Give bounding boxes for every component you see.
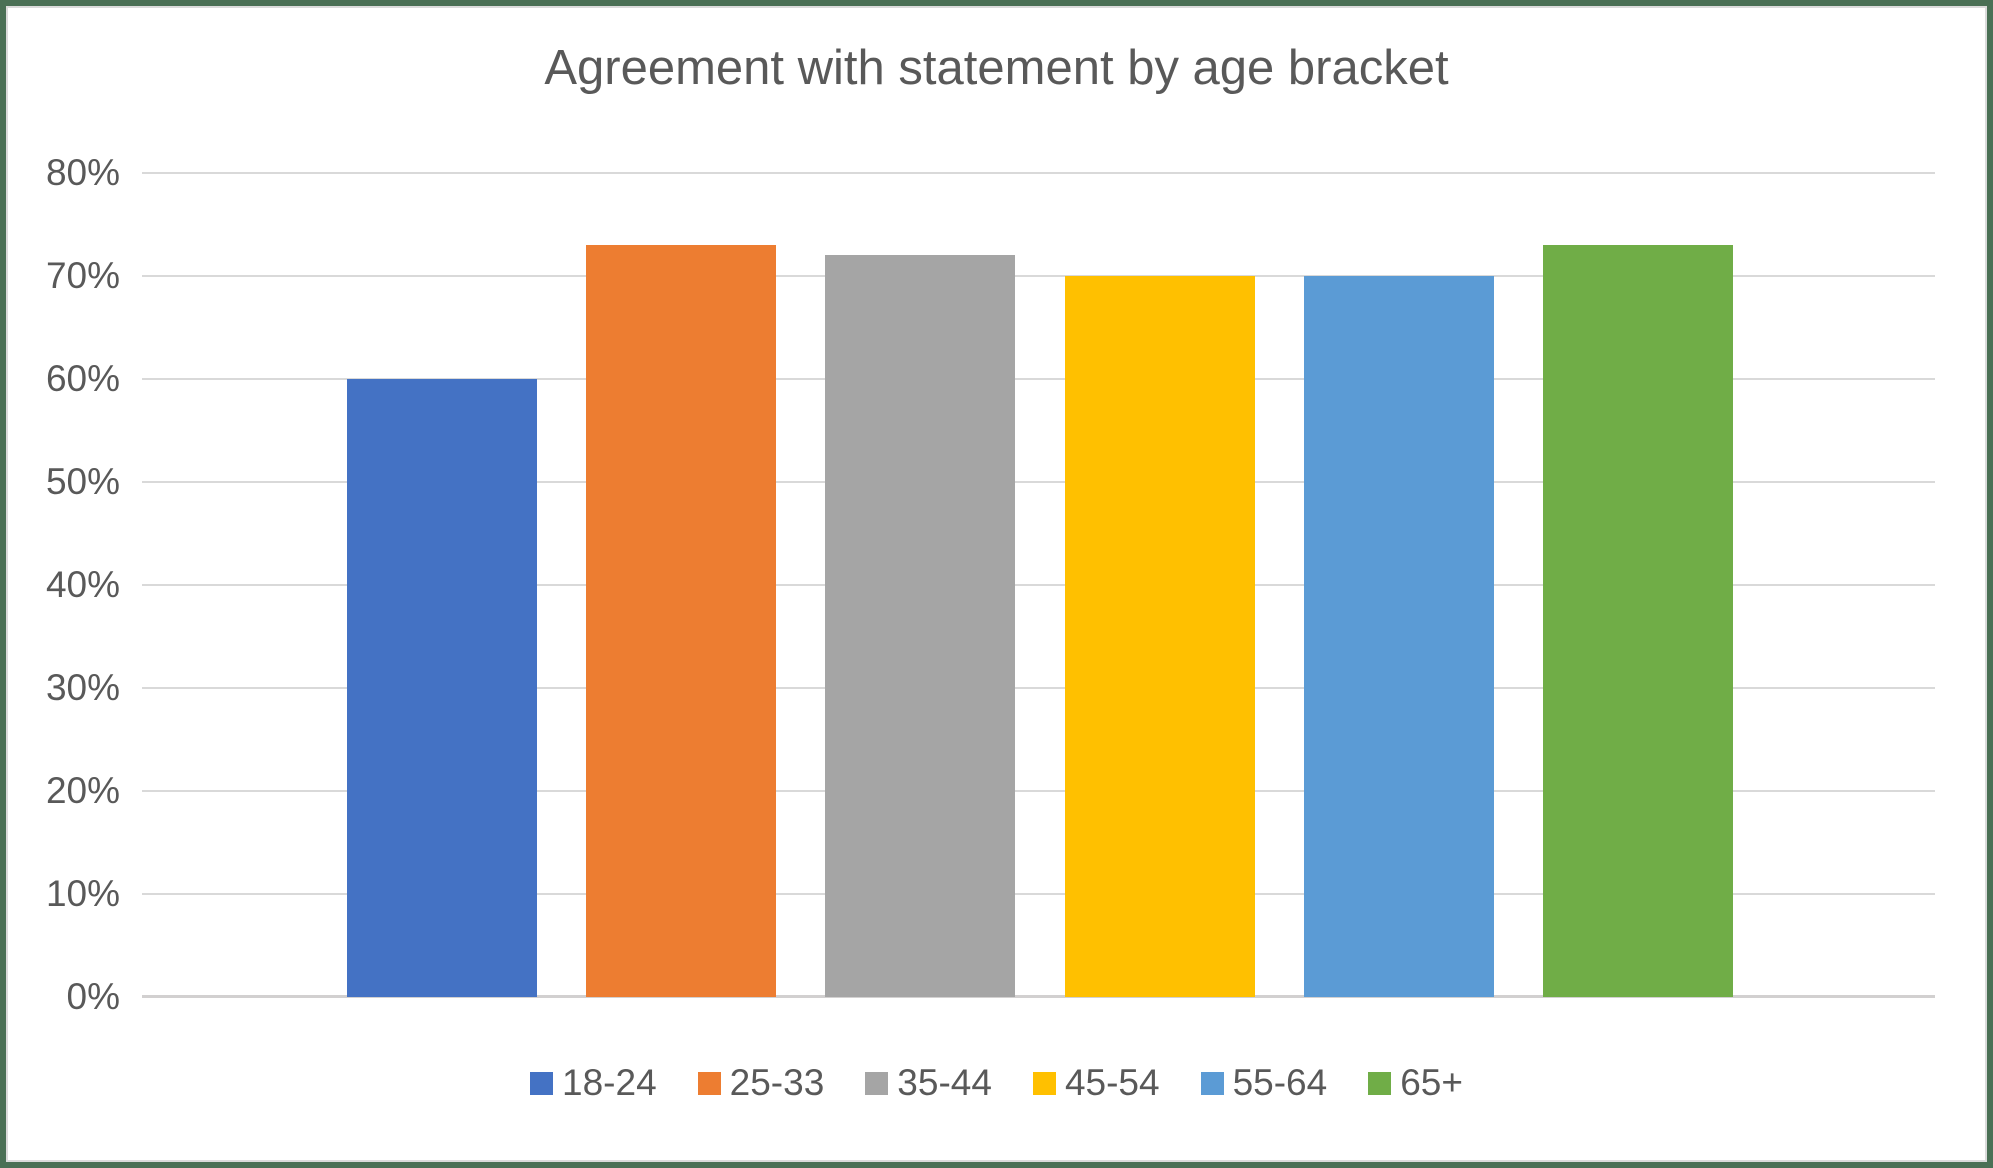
legend-item-35-44[interactable]: 35-44 [865,1062,992,1104]
bar-45-54[interactable] [1064,276,1255,997]
legend-item-65+[interactable]: 65+ [1368,1062,1463,1104]
gridline [142,481,1935,483]
y-axis-tick-label: 10% [45,873,120,914]
legend-label: 45-54 [1064,1062,1160,1103]
legend-swatch-icon [1032,1071,1056,1095]
legend-swatch-icon [1200,1071,1224,1095]
legend-swatch-icon [865,1071,889,1095]
y-axis-tick-label: 40% [45,564,120,605]
bar-group [347,173,1733,997]
y-axis-tick-label: 0% [66,976,120,1017]
gridline [142,378,1935,380]
bar-65+[interactable] [1542,245,1733,997]
legend-label: 55-64 [1232,1062,1328,1103]
bar-18-24[interactable] [347,379,537,997]
y-axis-tick-label: 50% [45,461,120,502]
gridline [142,584,1935,586]
gridline [142,275,1935,277]
legend-swatch-icon [1368,1071,1392,1095]
legend-label: 35-44 [897,1062,992,1103]
legend-label: 18-24 [562,1062,657,1103]
y-axis-tick-label: 80% [45,152,120,193]
x-axis-line [142,995,1935,998]
y-axis-tick-label: 20% [45,770,120,811]
y-axis-tick-label: 30% [45,667,120,708]
gridline [142,687,1935,689]
chart-title: Agreement with statement by age bracket [544,41,1449,95]
bar-35-44[interactable] [825,255,1016,997]
legend-label: 65+ [1400,1062,1463,1103]
plot-area [142,172,1935,998]
gridline [142,790,1935,792]
legend-item-18-24[interactable]: 18-24 [530,1062,657,1104]
y-axis-tick-label: 60% [45,358,120,399]
legend-item-25-33[interactable]: 25-33 [697,1062,825,1104]
legend-item-55-64[interactable]: 55-64 [1200,1062,1328,1104]
gridline [142,172,1935,174]
y-axis-tick-label: 70% [45,255,120,296]
legend: 18-24 25-33 35-44 45-54 55-64 65+ [6,1062,1987,1104]
bar-25-33[interactable] [586,245,777,997]
bar-55-64[interactable] [1303,276,1494,997]
gridline [142,893,1935,895]
legend-label: 25-33 [729,1062,825,1103]
legend-item-45-54[interactable]: 45-54 [1032,1062,1160,1104]
y-axis: 80% 70% 60% 50% 40% 30% 20% 10% 0% [28,152,120,1017]
legend-swatch-icon [697,1071,721,1095]
legend-swatch-icon [530,1071,554,1095]
